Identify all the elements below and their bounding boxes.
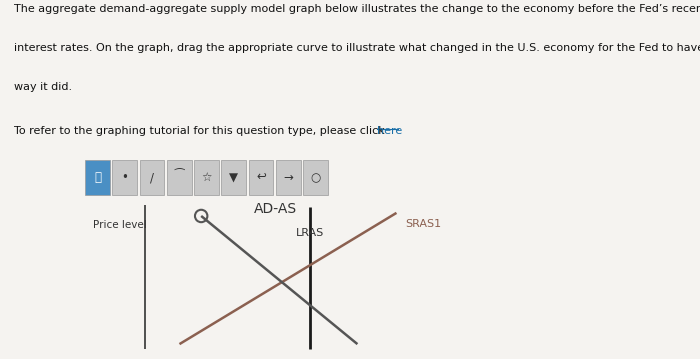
Text: •: • xyxy=(121,171,128,184)
Text: Price level: Price level xyxy=(92,220,146,230)
Text: LRAS: LRAS xyxy=(295,228,324,238)
Text: ○: ○ xyxy=(310,171,321,184)
Text: →: → xyxy=(284,171,293,184)
Bar xyxy=(303,160,328,195)
Text: /: / xyxy=(150,171,154,184)
Point xyxy=(195,213,206,219)
Bar xyxy=(85,160,110,195)
Bar xyxy=(276,160,300,195)
Text: To refer to the graphing tutorial for this question type, please click: To refer to the graphing tutorial for th… xyxy=(14,126,388,136)
Text: ⁀: ⁀ xyxy=(174,171,184,184)
Text: interest rates. On the graph, drag the appropriate curve to illustrate what chan: interest rates. On the graph, drag the a… xyxy=(14,43,700,53)
Text: here: here xyxy=(377,126,402,136)
Bar xyxy=(113,160,137,195)
Text: The aggregate demand-aggregate supply model graph below illustrates the change t: The aggregate demand-aggregate supply mo… xyxy=(14,4,700,14)
Bar xyxy=(167,160,192,195)
Text: ☆: ☆ xyxy=(202,171,211,184)
Text: ⎙: ⎙ xyxy=(94,171,101,184)
Text: way it did.: way it did. xyxy=(14,82,72,92)
Bar xyxy=(248,160,273,195)
Bar xyxy=(221,160,246,195)
Text: ▼: ▼ xyxy=(229,171,238,184)
Text: ↩: ↩ xyxy=(256,171,266,184)
Bar xyxy=(194,160,219,195)
Bar xyxy=(140,160,164,195)
Text: SRAS1: SRAS1 xyxy=(405,219,441,229)
Text: AD-AS: AD-AS xyxy=(253,202,297,216)
